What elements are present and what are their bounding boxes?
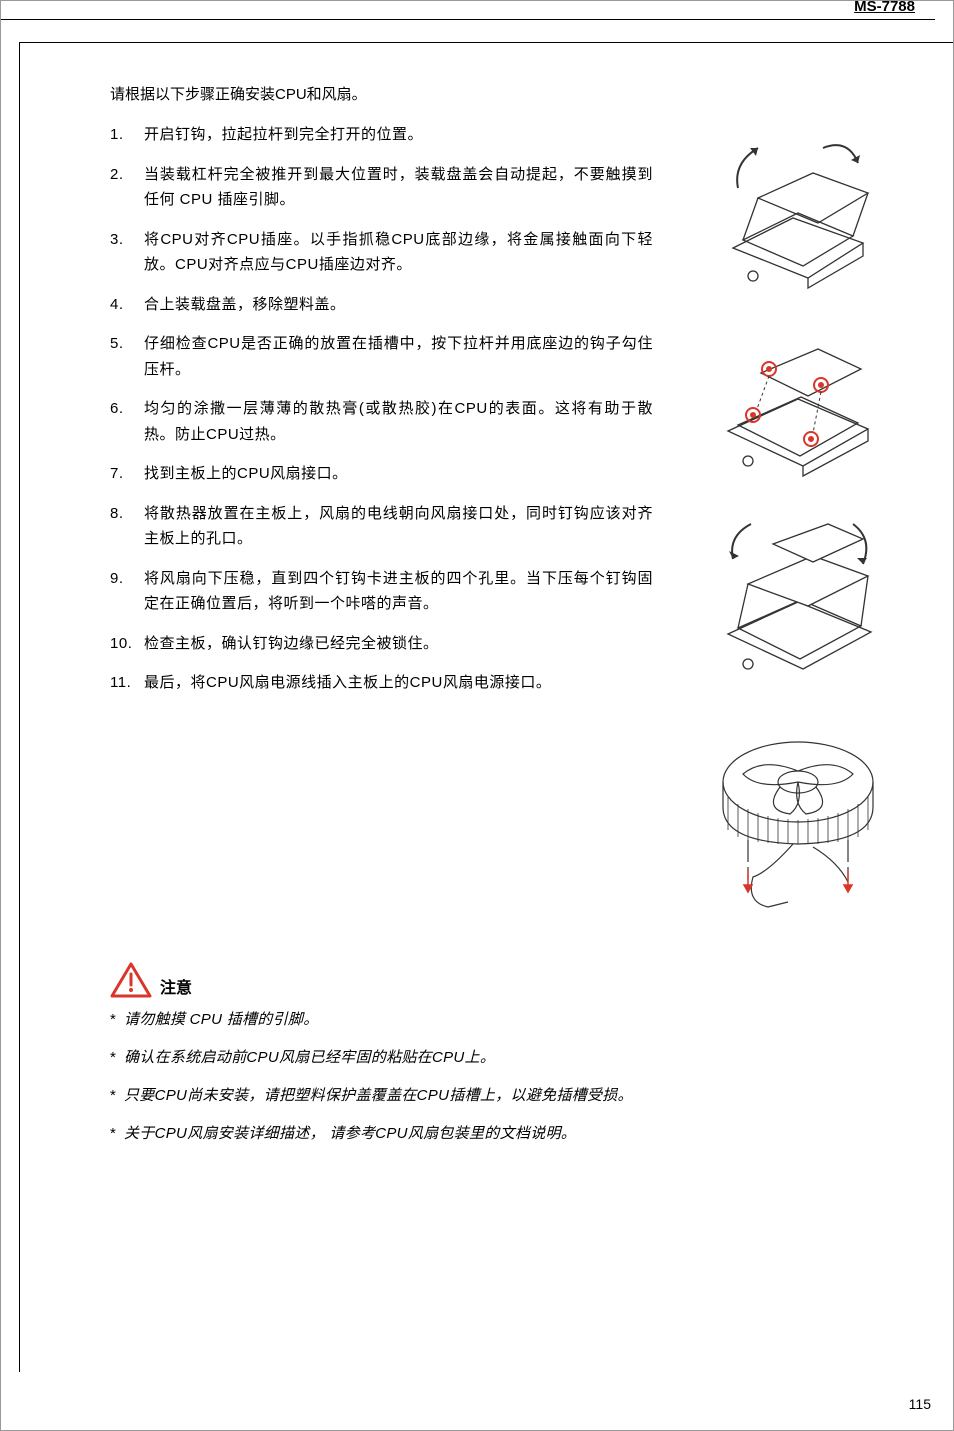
step-item: 最后，将CPU风扇电源线插入主板上的CPU风扇电源接口。 [110,670,653,696]
step-item: 将散热器放置在主板上，风扇的电线朝向风扇接口处，同时钉钩应该对齐主板上的孔口。 [110,501,653,552]
figure-close-plate [703,514,893,684]
warning-notes-list: 请勿触摸 CPU 插槽的引脚。 确认在系统启动前CPU风扇已经牢固的粘贴在CPU… [110,1008,913,1146]
header-rule: MS-7788 [1,19,935,20]
warning-note: 请勿触摸 CPU 插槽的引脚。 [110,1008,913,1032]
step-item: 均匀的涂撒一层薄薄的散热膏(或散热胶)在CPU的表面。这将有助于散热。防止CPU… [110,396,653,447]
step-item: 开启钉钩，拉起拉杆到完全打开的位置。 [110,122,653,148]
page-number: 115 [909,1396,931,1412]
step-item: 将风扇向下压稳，直到四个钉钩卡进主板的四个孔里。当下压每个钉钩固定在正确位置后，… [110,566,653,617]
step-item: 检查主板，确认钉钩边缘已经完全被锁住。 [110,631,653,657]
figure-install-fan [698,712,898,922]
page: MS-7788 请根据以下步骤正确安装CPU和风扇。 开启钉钩，拉起拉杆到完全打… [0,0,954,1431]
intro-text: 请根据以下步骤正确安装CPU和风扇。 [110,83,913,104]
warning-heading: 注意 [110,962,913,998]
two-column-layout: 开启钉钩，拉起拉杆到完全打开的位置。 当装载杠杆完全被推开到最大位置时，装载盘盖… [110,122,913,922]
warning-note: 确认在系统启动前CPU风扇已经牢固的粘贴在CPU上。 [110,1046,913,1070]
warning-note: 只要CPU尚未安装，请把塑料保护盖覆盖在CPU插槽上，以避免插槽受损。 [110,1084,913,1108]
figure-open-lever [703,128,893,293]
content-frame: 请根据以下步骤正确安装CPU和风扇。 开启钉钩，拉起拉杆到完全打开的位置。 当装… [19,42,953,1372]
figure-align-cpu [703,321,893,486]
warning-icon [110,962,152,998]
warning-title: 注意 [160,974,192,998]
figures-column [683,122,913,922]
warning-note: 关于CPU风扇安装详细描述， 请参考CPU风扇包装里的文档说明。 [110,1122,913,1146]
install-steps-list: 开启钉钩，拉起拉杆到完全打开的位置。 当装载杠杆完全被推开到最大位置时，装载盘盖… [110,122,653,696]
warning-block: 注意 请勿触摸 CPU 插槽的引脚。 确认在系统启动前CPU风扇已经牢固的粘贴在… [110,962,913,1146]
step-item: 仔细检查CPU是否正确的放置在插槽中，按下拉杆并用底座边的钩子勾住压杆。 [110,331,653,382]
model-number: MS-7788 [854,0,915,15]
step-item: 当装载杠杆完全被推开到最大位置时，装载盘盖会自动提起，不要触摸到任何 CPU 插… [110,162,653,213]
step-item: 找到主板上的CPU风扇接口。 [110,461,653,487]
step-item: 将CPU对齐CPU插座。以手指抓稳CPU底部边缘，将金属接触面向下轻放。CPU对… [110,227,653,278]
step-item: 合上装载盘盖，移除塑料盖。 [110,292,653,318]
steps-column: 开启钉钩，拉起拉杆到完全打开的位置。 当装载杠杆完全被推开到最大位置时，装载盘盖… [110,122,653,922]
